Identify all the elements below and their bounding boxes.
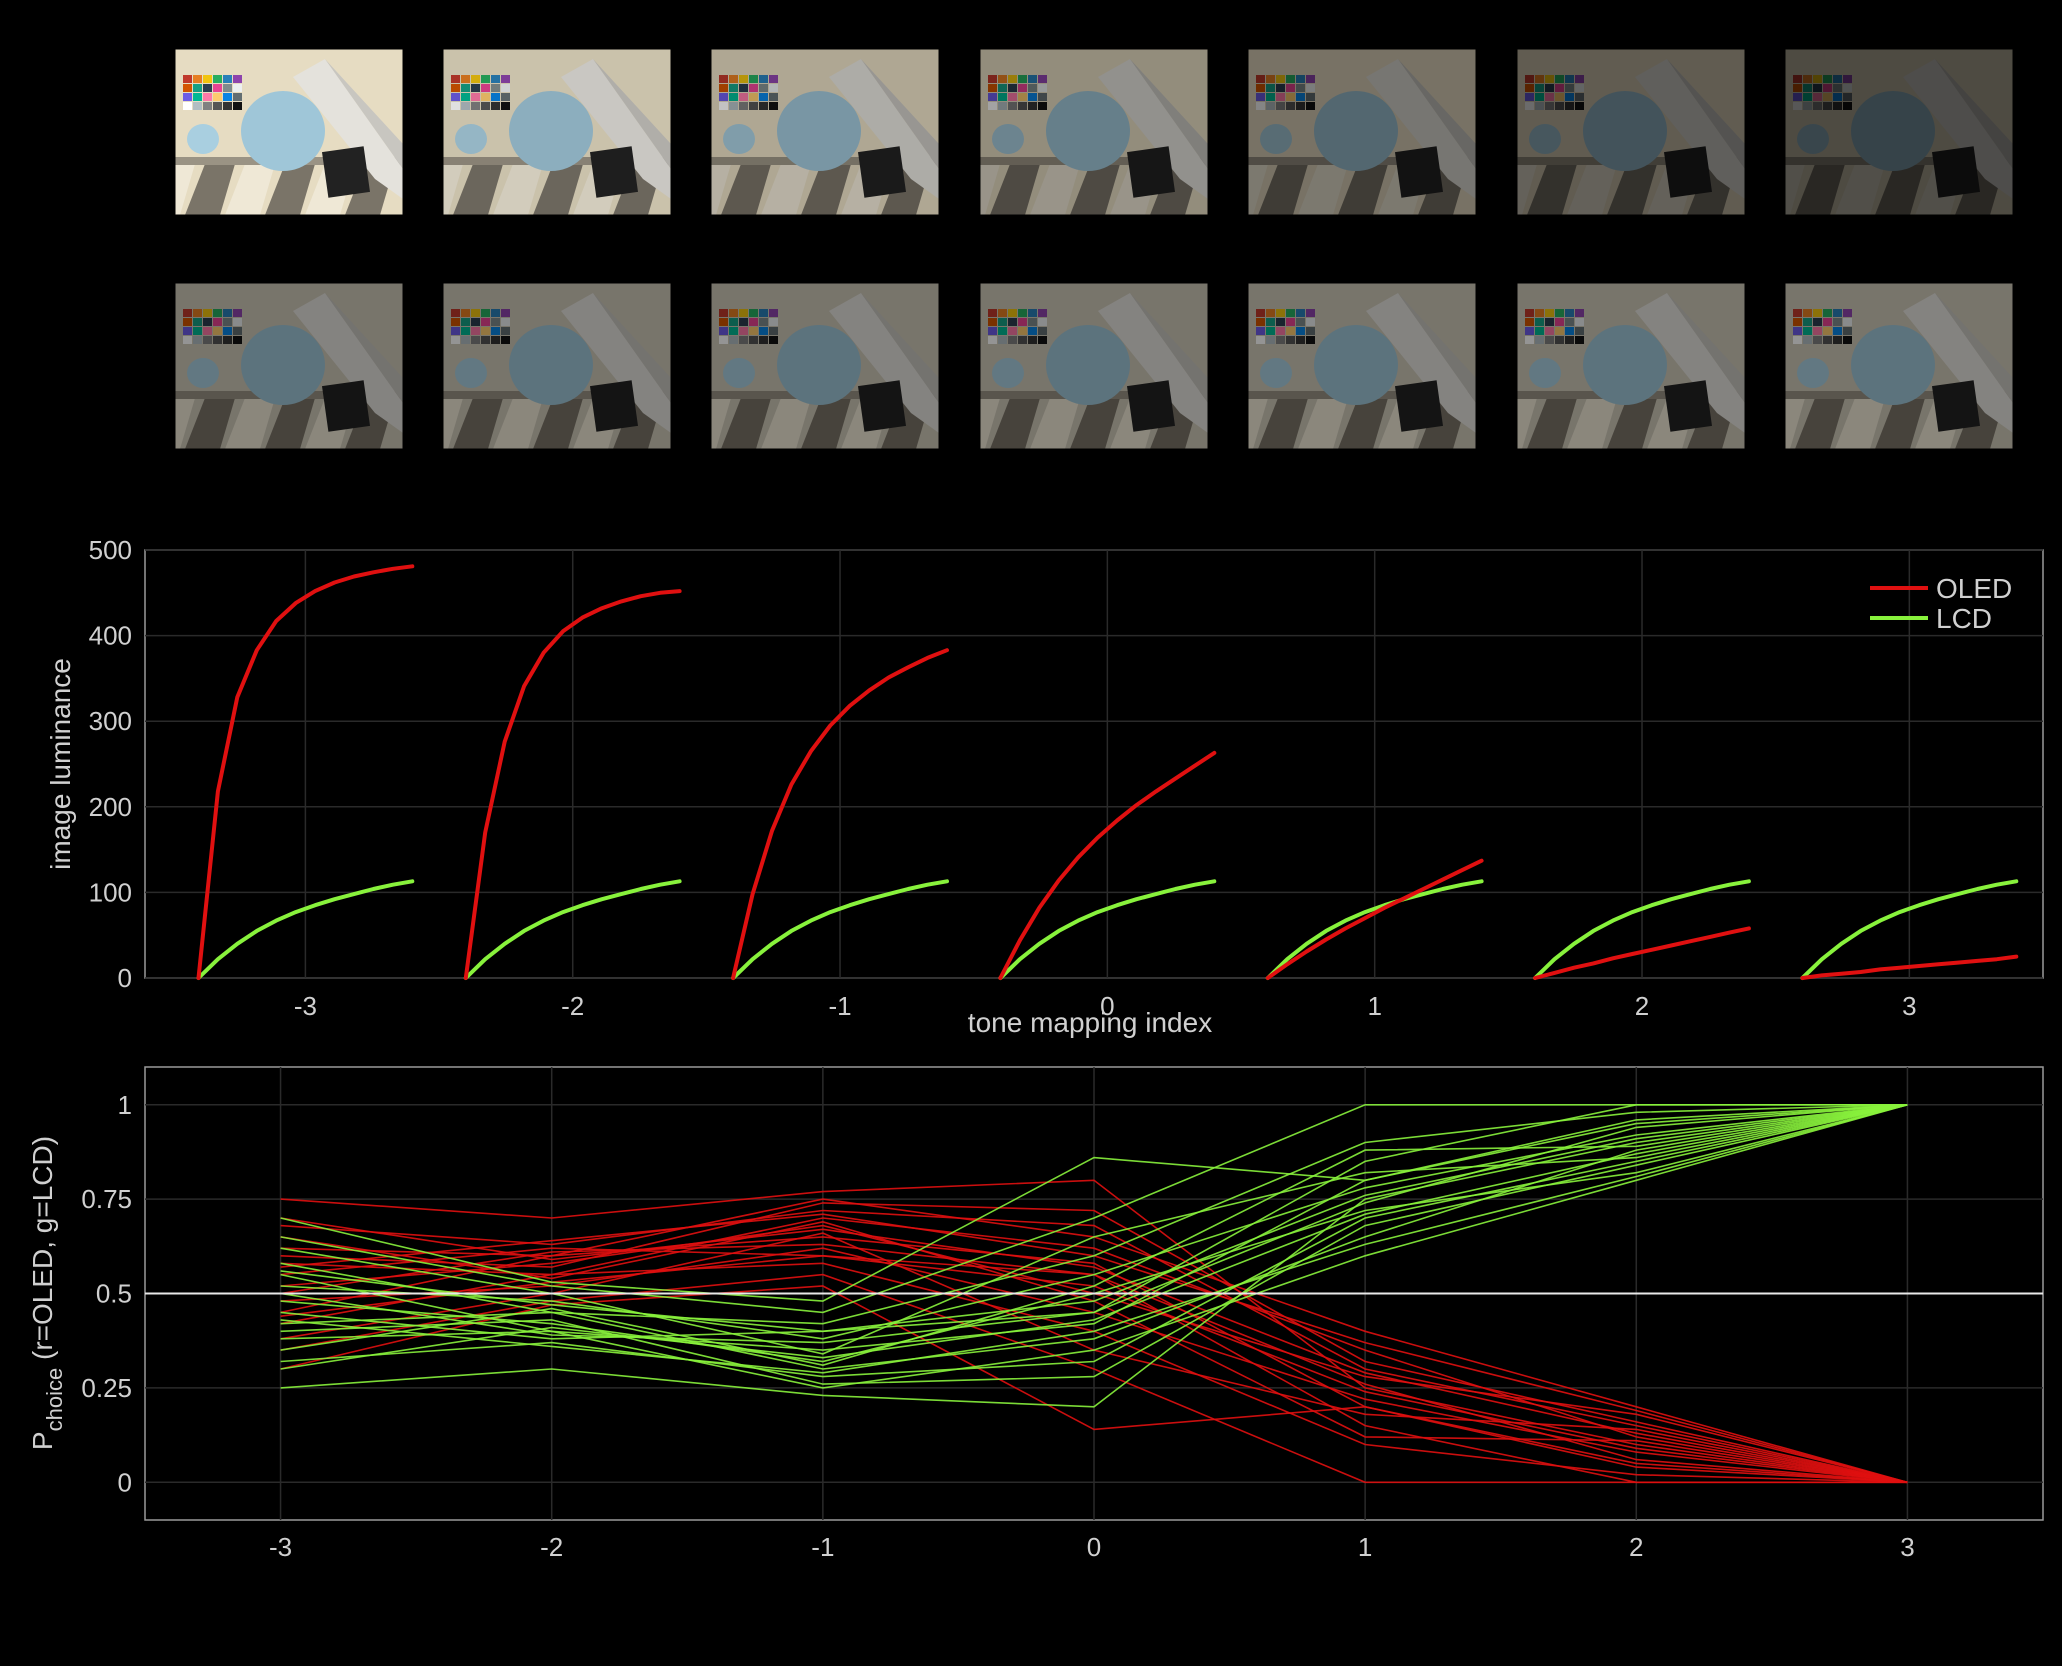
chart1-x-tick-label: 1 xyxy=(1367,991,1381,1021)
curve-oled-index-3 xyxy=(1800,954,2019,980)
curve-oled-index--1 xyxy=(731,648,949,980)
luminance-chart: -3 -2 -1 0 1 2 3 0 100 200 300 400 500 tone mapping … xyxy=(45,535,2044,1038)
chart1-x-tick-label: -3 xyxy=(294,991,317,1021)
chart1-x-tick-label: -2 xyxy=(561,991,584,1021)
oled-choice-line xyxy=(280,1209,1908,1484)
lcd-choice-line xyxy=(280,1104,1908,1385)
chart2-y-tick-label: 1 xyxy=(118,1090,132,1120)
lcd-choice-line xyxy=(280,1104,1908,1378)
chart2-y-tick-label: 0.5 xyxy=(96,1279,132,1309)
curve-oled-index-0 xyxy=(998,750,1217,980)
curve-lcd-index-2 xyxy=(1533,879,1751,980)
thumbnail-image xyxy=(1248,283,1476,449)
thumbnail-image xyxy=(711,49,939,215)
chart1-x-tick-label: 3 xyxy=(1902,991,1916,1021)
chart1-x-tick-label: -1 xyxy=(828,991,851,1021)
thumbnail-image xyxy=(175,283,403,449)
chart1-y-tick-label: 0 xyxy=(118,963,132,993)
legend-oled-label: OLED xyxy=(1936,573,2012,604)
chart2-y-label-rest: (r=OLED, g=LCD) xyxy=(27,1136,58,1368)
lcd-choice-line xyxy=(280,1104,1908,1340)
chart2-y-label-sub: choice xyxy=(42,1368,67,1432)
chart2-y-tick-label: 0 xyxy=(118,1467,132,1497)
lcd-choice-line xyxy=(280,1104,1908,1367)
chart2-y-label-p: P xyxy=(27,1431,58,1450)
thumbnail-image xyxy=(1785,49,2013,215)
chart1-y-tick-label: 500 xyxy=(89,535,132,565)
chart1-y-tick-label: 300 xyxy=(89,706,132,736)
chart1-x-tick-label: 2 xyxy=(1635,991,1649,1021)
lcd-choice-line xyxy=(280,1103,1908,1314)
choice-probability-chart: -3 -2 -1 0 1 2 3 0 0.25 0.5 0.75 1 Pchoice (r=OLED,… xyxy=(27,1066,2044,1562)
chart2-y-tick-label: 0.25 xyxy=(81,1373,132,1403)
lcd-choice-line xyxy=(280,1104,1908,1325)
chart2-x-tick-label: 3 xyxy=(1900,1532,1914,1562)
chart2-x-tick-label: 2 xyxy=(1629,1532,1643,1562)
lcd-choice-line xyxy=(280,1104,1908,1302)
chart1-y-tick-label: 400 xyxy=(89,621,132,651)
curve-lcd-index-0 xyxy=(998,879,1217,980)
thumbnail-image xyxy=(443,49,671,215)
legend-lcd-label: LCD xyxy=(1936,603,1992,634)
thumbnail-image xyxy=(1517,49,1745,215)
chart1-y-tick-label: 100 xyxy=(89,877,132,907)
chart2-x-tick-label: 1 xyxy=(1358,1532,1372,1562)
lcd-choice-line xyxy=(280,1104,1908,1333)
chart2-y-axis-label: Pchoice (r=OLED, g=LCD) xyxy=(27,1136,67,1450)
chart2-x-tick-label: -3 xyxy=(269,1532,292,1562)
curve-lcd-index--1 xyxy=(731,879,949,980)
thumbnail-image xyxy=(1517,283,1745,449)
oled-choice-line xyxy=(280,1202,1908,1484)
curve-oled-index--3 xyxy=(196,564,415,980)
lcd-choice-line xyxy=(280,1104,1908,1374)
lcd-choice-line xyxy=(280,1104,1908,1408)
chart1-series xyxy=(196,564,2019,980)
thumbnail-image xyxy=(980,49,1208,215)
curve-oled-index-2 xyxy=(1533,926,1751,980)
chart2-series xyxy=(145,1103,2043,1484)
oled-choice-line xyxy=(280,1217,1908,1484)
thumbnail-image xyxy=(980,283,1208,449)
curve-lcd-index--2 xyxy=(463,879,682,980)
chart2-ticks: -3 -2 -1 0 1 2 3 0 0.25 0.5 0.75 1 xyxy=(81,1090,1914,1562)
chart1-x-axis-label: tone mapping index xyxy=(968,1007,1212,1038)
lcd-choice-line xyxy=(280,1104,1908,1370)
thumbnail-image xyxy=(711,283,939,449)
chart1-y-axis-label: image luminance xyxy=(45,658,76,870)
chart1-ticks: -3 -2 -1 0 1 2 3 0 100 200 300 400 500 xyxy=(89,535,1917,1021)
curve-oled-index-1 xyxy=(1265,858,1484,980)
thumbnail-image xyxy=(1248,49,1476,215)
curve-lcd-index--3 xyxy=(196,879,415,980)
chart1-plot-frame xyxy=(144,549,2044,979)
chart2-x-tick-label: -2 xyxy=(540,1532,563,1562)
oled-choice-line xyxy=(280,1179,1908,1484)
chart1-plot-area: -3 -2 -1 0 1 2 3 0 100 200 300 400 500 xyxy=(89,535,2044,1021)
lcd-choice-line xyxy=(280,1104,1908,1389)
thumbnail-image xyxy=(175,49,403,215)
lcd-choice-line xyxy=(280,1104,1908,1344)
thumbnail-image xyxy=(443,283,671,449)
curve-lcd-index-1 xyxy=(1265,879,1484,980)
chart1-legend: OLED LCD xyxy=(1870,573,2012,634)
chart2-y-tick-label: 0.75 xyxy=(81,1184,132,1214)
curve-lcd-index-3 xyxy=(1800,879,2019,980)
chart2-x-tick-label: -1 xyxy=(811,1532,834,1562)
curve-oled-index--2 xyxy=(463,589,682,980)
chart1-y-tick-label: 200 xyxy=(89,792,132,822)
chart1-x-tick-label: 0 xyxy=(1100,991,1114,1021)
thumbnail-image xyxy=(1785,283,2013,449)
chart2-x-tick-label: 0 xyxy=(1087,1532,1101,1562)
thumbnail-grid xyxy=(0,0,2062,470)
